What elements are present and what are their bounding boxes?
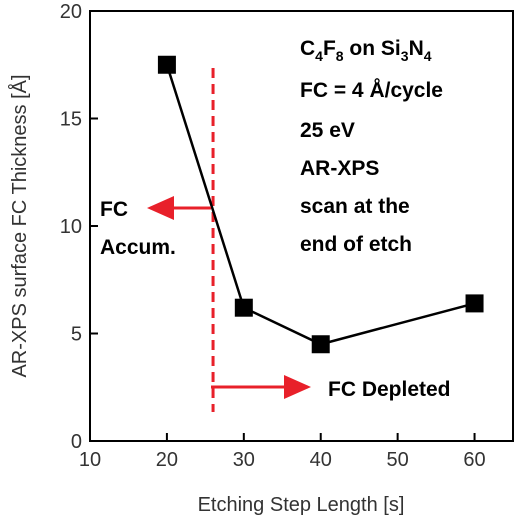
y-tick-label: 5 (71, 324, 82, 346)
x-tick-label: 20 (156, 449, 178, 471)
annotation-energy: 25 eV (300, 119, 355, 142)
x-tick-label: 60 (463, 449, 485, 471)
data-point (234, 298, 253, 317)
data-point (157, 55, 176, 74)
annotation-method: AR-XPS (300, 157, 379, 180)
x-tick-label: 40 (310, 449, 332, 471)
x-axis-title: Etching Step Length [s] (198, 494, 405, 516)
y-axis: 0 5 10 15 20 (60, 1, 98, 453)
x-tick-label: 30 (233, 449, 255, 471)
plot-frame (89, 10, 514, 442)
y-tick-label: 0 (71, 431, 82, 453)
annotation-fc-rate: FC = 4 Å/cycle (300, 78, 443, 102)
y-tick-label: 10 (60, 216, 82, 238)
label-fc: FC (100, 198, 128, 221)
data-point (311, 335, 330, 354)
label-accum: Accum. (100, 236, 176, 259)
annotation-scan: scan at the (300, 195, 410, 218)
series-line (165, 64, 475, 346)
annotation-end: end of etch (300, 233, 412, 256)
x-tick-label: 10 (79, 449, 101, 471)
y-axis-title: AR-XPS surface FC Thickness [Å] (8, 74, 31, 377)
data-point (465, 294, 484, 313)
y-tick-label: 15 (60, 109, 82, 131)
y-tick-label: 20 (60, 1, 82, 23)
label-fc-depleted: FC Depleted (328, 378, 451, 401)
annotation-material: C4F8 on Si3N4 (300, 37, 432, 64)
series-points (157, 55, 484, 354)
x-axis: 10 20 30 40 50 60 (79, 433, 486, 471)
x-tick-label: 50 (387, 449, 409, 471)
